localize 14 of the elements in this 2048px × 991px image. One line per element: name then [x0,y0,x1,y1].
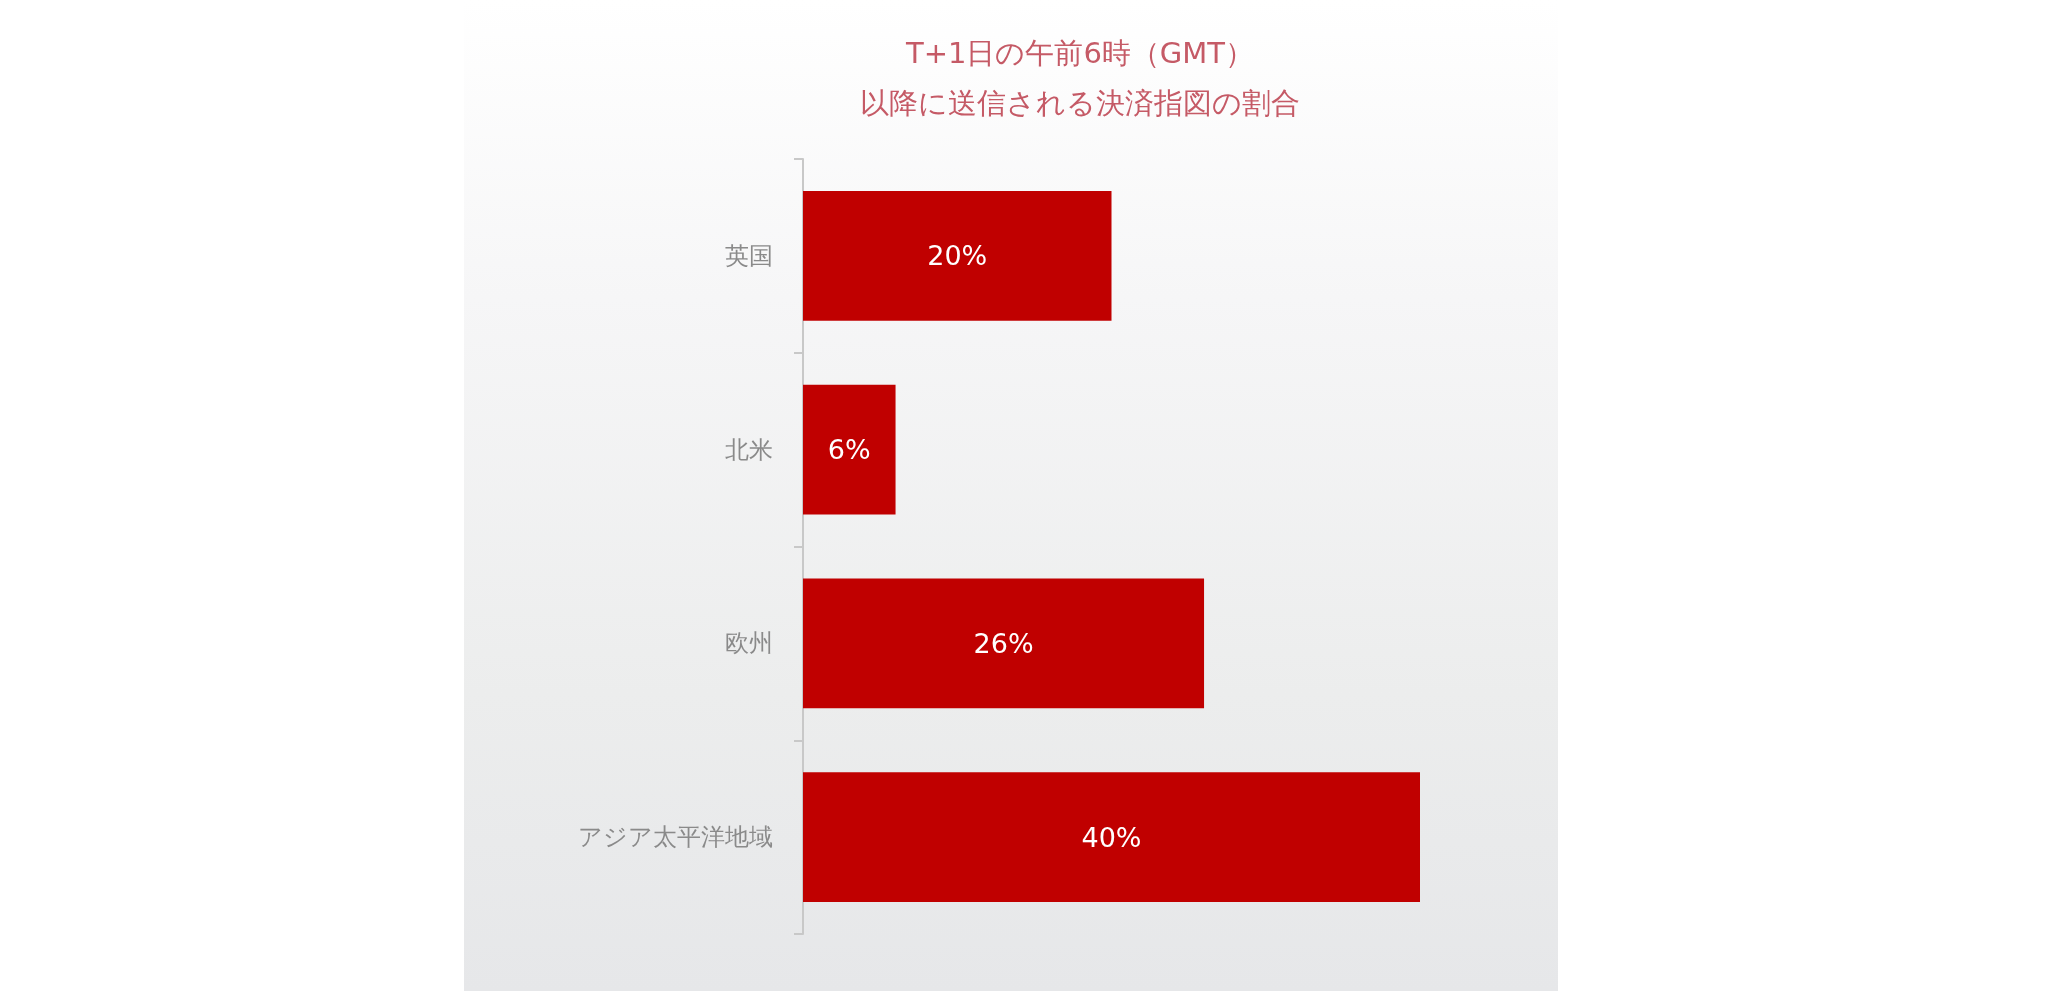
data-label: 40% [1081,821,1142,853]
bar [803,190,1112,321]
y-tick-label: 北米 [725,435,773,464]
y-tick-label: 欧州 [725,629,773,658]
data-label: 26% [973,627,1034,659]
bar [803,772,1420,903]
bar [803,384,896,515]
data-label: 6% [827,434,871,466]
y-tick-label: アジア太平洋地域 [578,823,773,852]
chart-subtitle: 以降に送信される決済指図の割合 [860,86,1300,120]
data-label: 20% [927,240,988,272]
bar [803,578,1205,709]
y-tick-label: 英国 [725,241,773,270]
chart-title: T+1日の午前6時（GMT） [904,36,1255,70]
